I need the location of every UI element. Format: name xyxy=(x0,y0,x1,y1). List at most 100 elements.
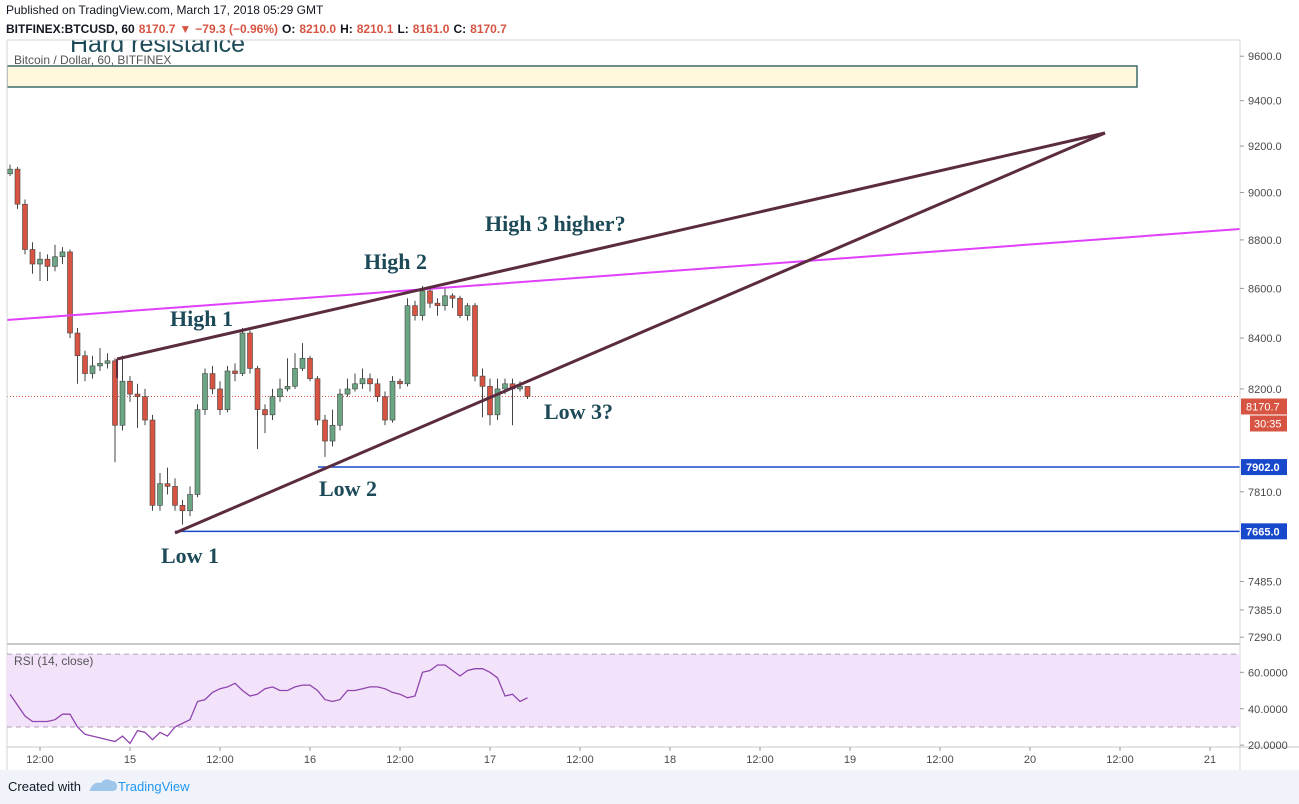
candle-body xyxy=(284,386,291,390)
last-price-label: 8170.7 xyxy=(1246,401,1280,413)
candle-body xyxy=(232,370,238,374)
candle-body xyxy=(172,486,178,506)
candle-body xyxy=(322,419,328,442)
price-line-label: 7902.0 xyxy=(1246,462,1280,474)
candle-body xyxy=(67,251,73,334)
candle-body xyxy=(367,378,373,385)
candle-body xyxy=(224,370,231,410)
candle-body xyxy=(352,383,358,390)
candle-body xyxy=(277,388,283,397)
x-tick-label: 15 xyxy=(124,754,136,766)
annotation: High 1 xyxy=(170,306,233,331)
header-segment: 8161.0 xyxy=(413,22,450,36)
y-tick-label: 8600.0 xyxy=(1248,283,1282,295)
candle-body xyxy=(14,168,21,205)
header-segment: 8170.7 xyxy=(470,22,507,36)
candle-body xyxy=(442,295,448,306)
annotation: Low 3? xyxy=(544,399,613,424)
candle-body xyxy=(269,396,276,416)
candle-body xyxy=(412,305,418,316)
y-tick-label: 8200.0 xyxy=(1248,384,1282,396)
countdown-box xyxy=(1250,415,1287,432)
drawings: Hard resistance xyxy=(7,40,1138,88)
x-tick-label: 17 xyxy=(484,754,496,766)
candle-body xyxy=(254,368,261,410)
candle-body xyxy=(389,380,396,421)
candle-body xyxy=(494,388,501,416)
y-tick-label: 7810.0 xyxy=(1248,487,1282,499)
rsi-title: RSI (14, close) xyxy=(14,654,93,668)
y-tick-label: 8800.0 xyxy=(1248,235,1282,247)
header-segment: 8210.1 xyxy=(357,22,394,36)
trendlines xyxy=(7,131,1240,535)
trendline xyxy=(174,131,1106,535)
series-legend: Bitcoin / Dollar, 60, BITFINEX xyxy=(14,53,171,67)
candle-body xyxy=(307,357,313,379)
x-tick-label: 19 xyxy=(844,754,856,766)
header-segment: 8170.7 xyxy=(139,22,176,36)
x-tick-label: 12:00 xyxy=(206,754,234,766)
price-line-box xyxy=(1241,523,1287,540)
candle-body xyxy=(457,297,463,316)
x-tick-label: 12:00 xyxy=(26,754,54,766)
candle-body xyxy=(59,251,66,258)
candle-body xyxy=(329,424,336,442)
candle-body xyxy=(82,355,88,374)
axes: 9600.0 9400.0 9200.0 9000.0 8800.0 8600.0 8400… xyxy=(26,51,1288,766)
candle-body xyxy=(337,393,343,426)
candle-body xyxy=(119,380,126,426)
rsi-line xyxy=(9,664,528,745)
y-tick-label: 9200.0 xyxy=(1248,141,1282,153)
resistance-box xyxy=(7,65,1138,88)
candle-body xyxy=(472,305,478,377)
candle-body xyxy=(397,380,403,385)
candle-body xyxy=(524,386,531,397)
candle-body xyxy=(74,332,81,357)
candle-body xyxy=(7,168,13,175)
candle-body xyxy=(149,419,156,506)
candle-body xyxy=(247,332,253,369)
candle-body xyxy=(52,256,58,267)
price-line-box xyxy=(1241,459,1287,476)
x-tick-label: 18 xyxy=(664,754,676,766)
candle-body xyxy=(157,483,163,506)
footer-bar xyxy=(0,770,1299,804)
candle-body xyxy=(104,360,111,364)
footer-brand[interactable]: TradingView xyxy=(118,779,190,794)
x-tick-label: 16 xyxy=(304,754,316,766)
x-tick-label: 12:00 xyxy=(386,754,414,766)
candle-body xyxy=(187,494,193,512)
y-tick-label: 8400.0 xyxy=(1248,333,1282,345)
candle-body xyxy=(464,305,471,316)
header-bar xyxy=(0,0,1299,39)
rsi-pane: RSI (14, close) xyxy=(7,653,1240,745)
header-segment: C: xyxy=(453,22,466,36)
candle-body xyxy=(127,380,133,395)
countdown-label: 30:35 xyxy=(1254,418,1282,430)
header-segment: −79.3 (−0.96%) xyxy=(195,22,278,36)
x-tick-label: 20 xyxy=(1024,754,1036,766)
candle-body xyxy=(434,302,441,306)
header-segment: O: xyxy=(282,22,295,36)
candle-body xyxy=(479,375,486,387)
y-tick-label: 9600.0 xyxy=(1248,51,1282,63)
candle-body xyxy=(194,409,201,495)
y-tick-label: 7290.0 xyxy=(1248,632,1282,644)
candle-body xyxy=(112,360,118,426)
annotation: Low 1 xyxy=(161,543,219,568)
last-price-box xyxy=(1241,398,1287,415)
candle-body xyxy=(97,363,103,367)
candle-body xyxy=(404,305,411,385)
trendline xyxy=(7,228,1240,321)
y-tick-label: 40.0000 xyxy=(1248,704,1288,716)
candle-body xyxy=(37,258,43,265)
candle-body xyxy=(359,378,366,385)
y-tick-label: 20.0000 xyxy=(1248,740,1288,752)
candle-body xyxy=(382,396,388,421)
candle-body xyxy=(517,386,523,390)
candle-body xyxy=(29,249,36,265)
candle-body xyxy=(202,373,208,410)
candle-body xyxy=(374,383,381,397)
candle-body xyxy=(239,332,246,374)
